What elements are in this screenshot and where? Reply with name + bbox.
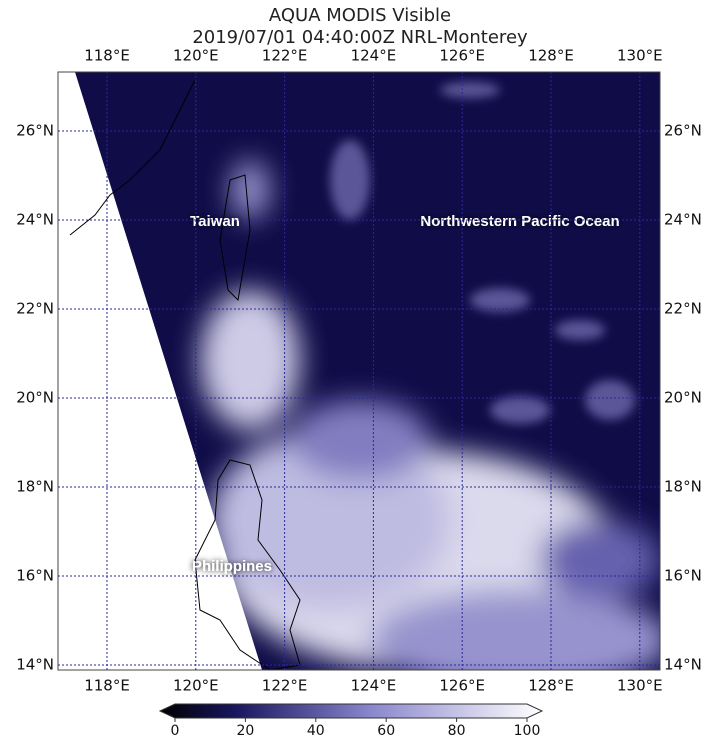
lat-label: 18°N bbox=[664, 478, 702, 496]
colorbar-tick-label: 40 bbox=[307, 723, 325, 739]
lat-label: 26°N bbox=[16, 122, 54, 140]
colorbar-tick-label: 100 bbox=[514, 723, 541, 739]
lon-label: 118°E bbox=[84, 47, 130, 65]
lat-label: 20°N bbox=[664, 389, 702, 407]
colorbar-tick-label: 0 bbox=[171, 723, 180, 739]
lon-label: 120°E bbox=[173, 47, 219, 65]
lat-label: 24°N bbox=[664, 211, 702, 229]
lon-label: 124°E bbox=[351, 677, 397, 695]
subtitle: 2019/07/01 04:40:00Z NRL-Monterey bbox=[192, 27, 528, 48]
lon-label: 126°E bbox=[439, 47, 485, 65]
lon-label: 120°E bbox=[173, 677, 219, 695]
lat-label: 22°N bbox=[16, 300, 54, 318]
lon-label: 118°E bbox=[84, 677, 130, 695]
lat-label: 18°N bbox=[16, 478, 54, 496]
place-label: Taiwan bbox=[190, 213, 240, 230]
lat-label: 16°N bbox=[16, 567, 54, 585]
lat-label: 22°N bbox=[664, 300, 702, 318]
lat-label: 14°N bbox=[664, 656, 702, 674]
title: AQUA MODIS Visible bbox=[269, 5, 451, 26]
lat-label: 20°N bbox=[16, 389, 54, 407]
map-frame bbox=[57, 71, 661, 671]
lat-label: 14°N bbox=[16, 656, 54, 674]
place-label: Philippines bbox=[192, 558, 272, 575]
colorbar bbox=[158, 703, 544, 719]
colorbar-tick-label: 60 bbox=[377, 723, 395, 739]
lat-label: 16°N bbox=[664, 567, 702, 585]
lon-label: 126°E bbox=[439, 677, 485, 695]
lon-label: 124°E bbox=[351, 47, 397, 65]
lon-label: 130°E bbox=[617, 677, 663, 695]
lat-label: 24°N bbox=[16, 211, 54, 229]
lat-label: 26°N bbox=[664, 122, 702, 140]
lon-label: 122°E bbox=[262, 677, 308, 695]
lon-label: 128°E bbox=[528, 47, 574, 65]
place-label: Northwestern Pacific Ocean bbox=[420, 213, 619, 230]
satellite-image bbox=[58, 72, 660, 670]
lon-label: 128°E bbox=[528, 677, 574, 695]
colorbar-tick-label: 80 bbox=[448, 723, 466, 739]
lon-label: 122°E bbox=[262, 47, 308, 65]
colorbar-tick-label: 20 bbox=[236, 723, 254, 739]
lon-label: 130°E bbox=[617, 47, 663, 65]
